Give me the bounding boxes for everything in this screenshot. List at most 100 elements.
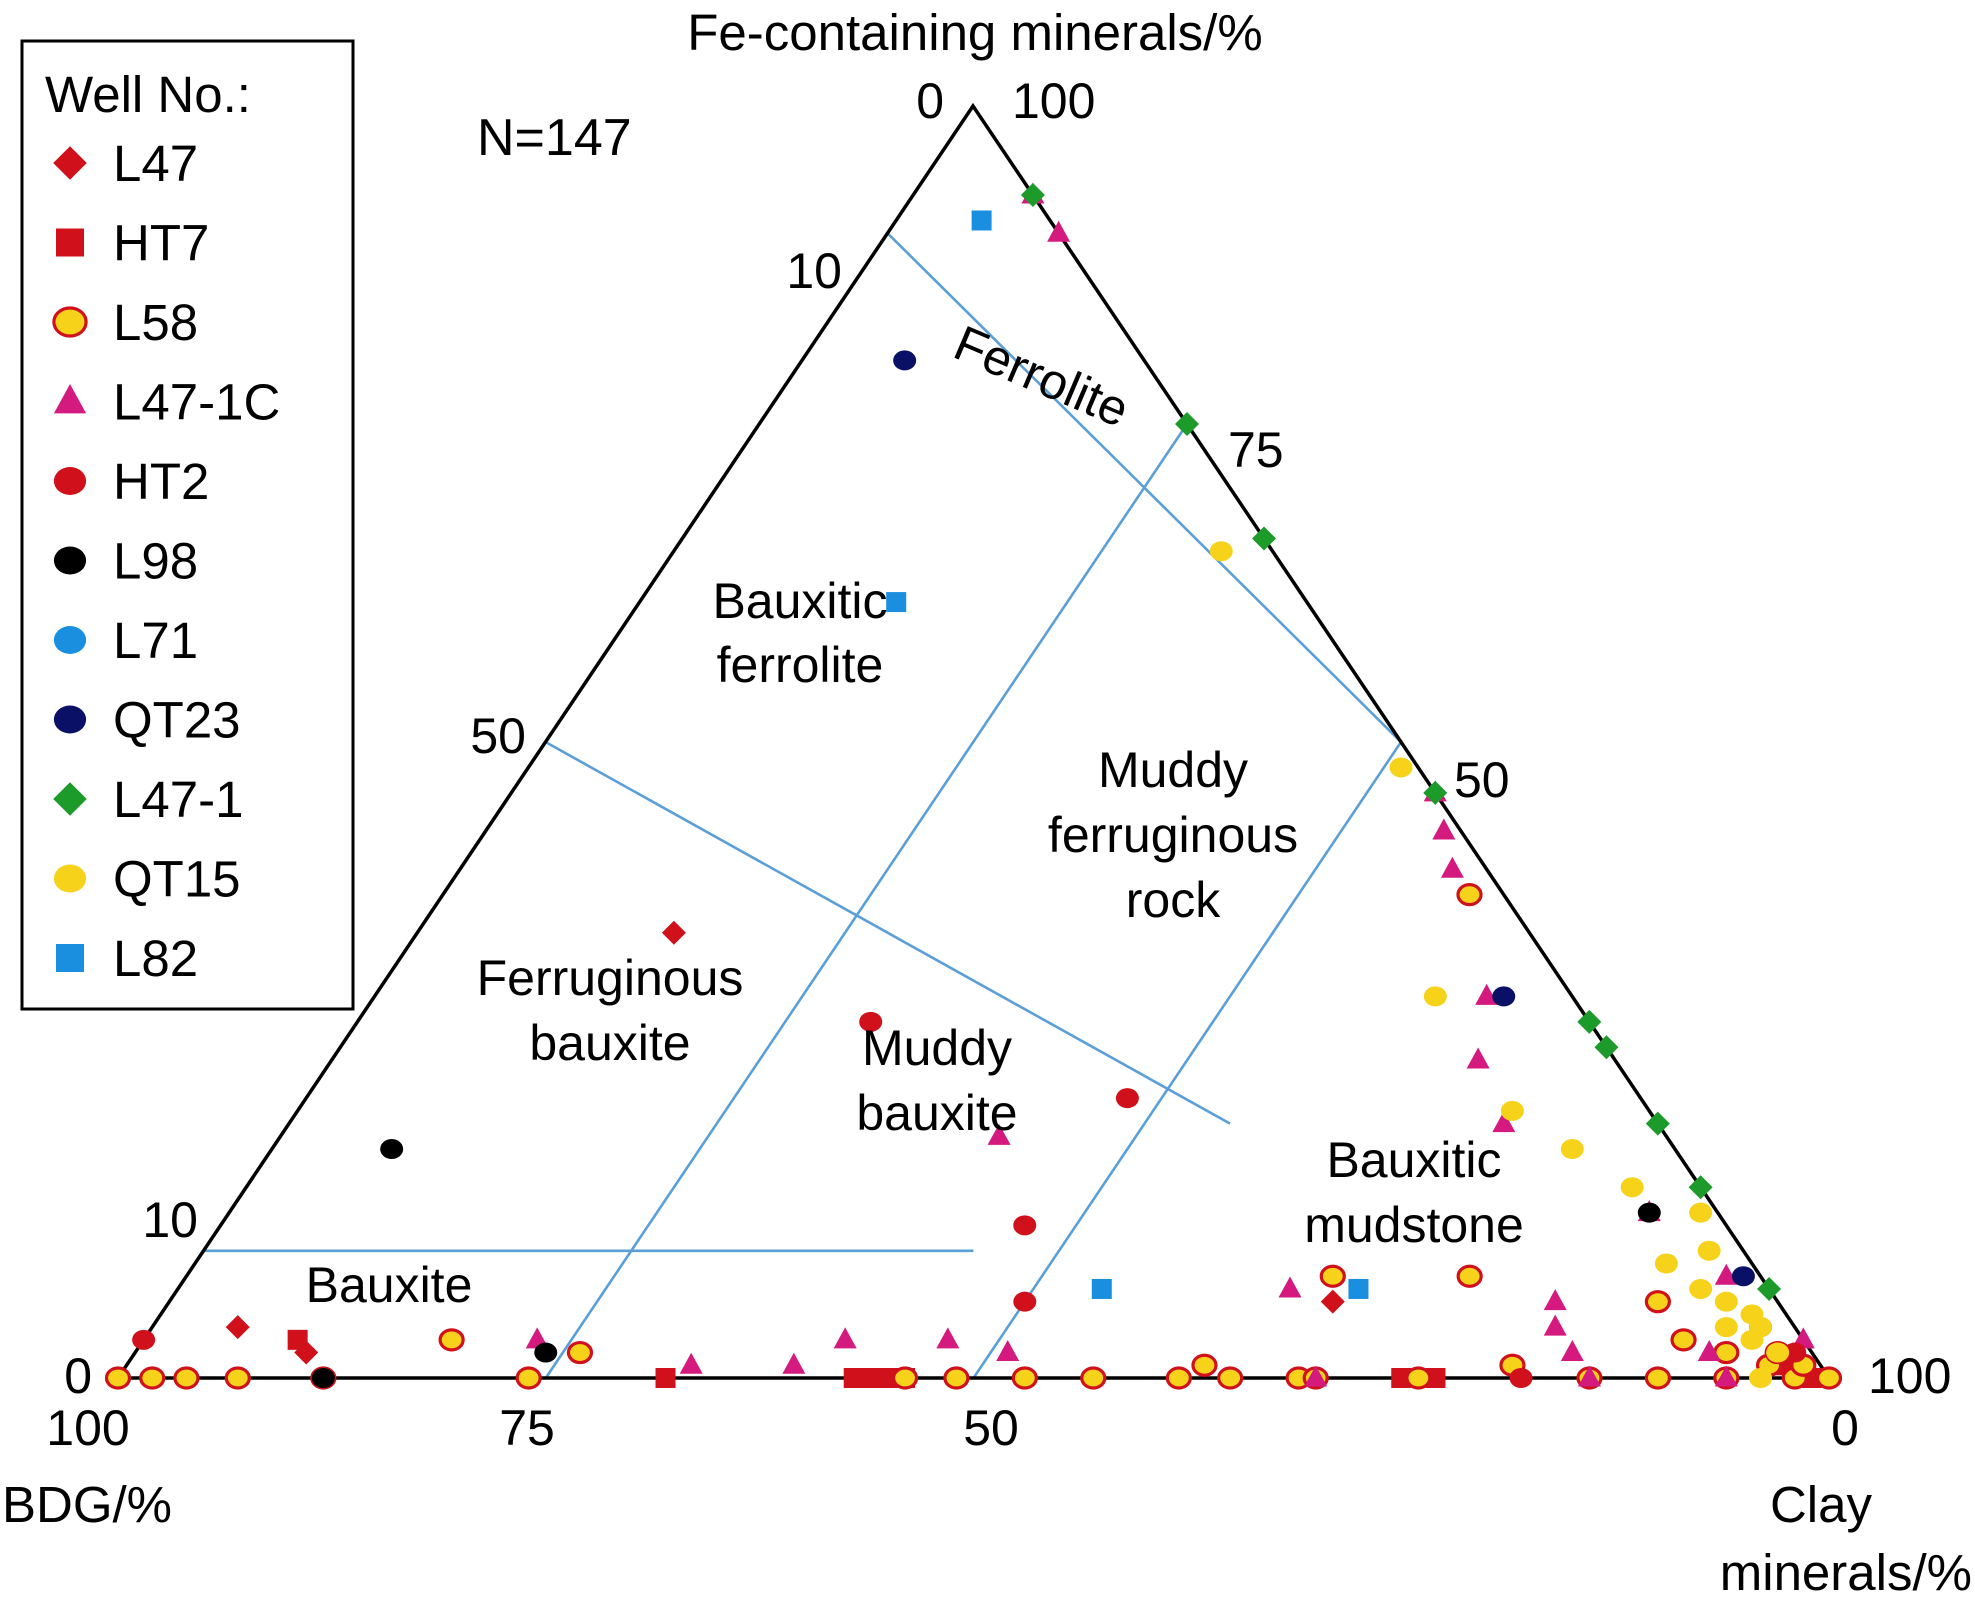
legend-marker-l47-1 [53,782,87,816]
legend-label-l47-1: L47-1 [113,771,243,828]
data-point-l47-1c-19 [1304,1365,1328,1387]
legend-label-l71: L71 [113,612,198,669]
data-point-ht2-4 [1013,1215,1037,1236]
tick-right-100: 100 [1868,1348,1951,1404]
data-point-qt15-14 [1714,1317,1738,1338]
data-point-l47-1c-21 [1577,1365,1601,1387]
region-label-muddy-ferruginous-rock: Muddy ferruginous rock [1048,742,1298,928]
legend-label-l82: L82 [113,930,198,987]
data-point-ht2-5 [1013,1291,1037,1312]
legend-entries: L47 HT7 L58 L47-1C HT2 L98 L71 QT23 L47-1 QT15 L82 [52,135,280,987]
legend-label-qt23: QT23 [113,692,241,749]
data-point-qt15-3 [1423,986,1447,1007]
legend-title: Well No.: [45,66,251,123]
left-axis-title: BDG/% [2,1476,172,1533]
tick-bottom-0: 0 [1831,1400,1859,1456]
legend-marker-l98 [53,546,87,575]
data-point-qt15-4 [1500,1100,1524,1121]
legend-marker-l47-1c [53,384,87,414]
data-point-qt23-1 [893,350,917,371]
data-point-l47-1c-25 [1714,1263,1738,1285]
data-point-l58-9 [891,1366,919,1390]
legend-label-ht2: HT2 [113,453,209,510]
data-point-l47-1-2 [1175,412,1199,436]
tick-right-50: 50 [1454,752,1510,808]
data-point-l47-1-9 [1757,1276,1782,1301]
data-point-l58-6 [438,1328,465,1352]
data-point-l47-1c-11 [1543,1289,1567,1311]
tick-left-50: 50 [470,708,526,764]
boundary-line-5 [972,741,1403,1379]
data-point-qt23-3 [1731,1266,1755,1287]
data-point-qt15-15 [1740,1329,1764,1350]
tick-labels: 0 100 10 50 10 0 75 50 100 100 75 50 0 [46,73,1951,1456]
data-point-l98-4 [1637,1202,1661,1223]
data-point-l58-30 [1644,1290,1671,1314]
data-point-ht7-2 [655,1368,676,1388]
data-point-l47-1c-10 [1278,1276,1302,1298]
data-point-l47-1c-6 [1475,983,1499,1005]
boundary-line-2 [544,740,1231,1125]
data-point-ht7-3 [843,1368,864,1388]
data-point-qt15-10 [1689,1278,1713,1299]
data-point-l47-1-3 [1252,526,1277,551]
data-point-ht2-2 [859,1011,883,1032]
data-point-l47-1c-14 [833,1327,857,1349]
region-label-bauxitic-ferrolite: Bauxitic ferrolite [712,573,887,693]
data-point-l58-7 [515,1366,542,1390]
data-point-qt15-11 [1714,1291,1738,1312]
tick-right-75: 75 [1228,422,1284,478]
region-label-bauxite: Bauxite [306,1257,473,1313]
tick-left-0: 0 [64,1348,92,1404]
legend-marker-qt15 [53,864,87,893]
data-point-l47-1c-17 [679,1352,703,1374]
data-point-ht7-8 [1425,1368,1446,1388]
data-point-ht2-8 [1783,1342,1807,1363]
data-point-l47-3 [661,920,686,945]
data-point-qt15-7 [1689,1202,1713,1223]
data-point-l47-1-7 [1645,1111,1670,1136]
legend-marker-ht7 [56,228,84,257]
tick-left-10: 10 [786,243,842,299]
data-point-l58-11 [1011,1366,1038,1390]
data-point-l47-1c-12 [1543,1314,1567,1336]
data-point-l47-1-5 [1577,1009,1602,1034]
data-point-l58-3 [173,1366,200,1390]
data-point-l58-1 [104,1366,132,1390]
tick-bottom-100: 100 [46,1400,129,1456]
tick-top-0: 0 [916,73,944,129]
data-point-l47-1-6 [1594,1035,1619,1060]
data-point-l82-2 [886,592,907,613]
data-point-l58-21 [1644,1366,1672,1390]
data-point-l58-18 [1405,1366,1432,1390]
legend-label-l98: L98 [113,533,198,590]
data-point-l82-3 [1091,1278,1112,1299]
tick-bottom-50: 50 [963,1400,1019,1456]
region-label-ferrolite: Ferrolite [946,315,1137,438]
tick-bottom-75: 75 [499,1400,555,1456]
legend-marker-ht2 [53,467,87,495]
data-point-l98-3 [534,1342,558,1363]
data-points [104,182,1843,1390]
data-point-l58-31 [1670,1328,1697,1352]
data-point-l98-1 [311,1368,335,1388]
tick-left-10-lower: 10 [142,1192,198,1248]
data-point-l58-28 [1319,1264,1346,1288]
data-point-l98-2 [380,1139,404,1160]
data-point-l47-1c-18 [782,1352,806,1374]
data-point-l58-27 [1456,883,1483,907]
top-axis-title: Fe-containing minerals/% [687,4,1262,61]
region-labels: Ferrolite Bauxitic ferrolite Muddy ferrugi… [306,315,1524,1313]
data-point-ht7-5 [877,1368,898,1388]
data-point-l58-12 [1080,1366,1107,1390]
legend-marker-qt23 [53,705,87,734]
region-label-bauxitic-mudstone: Bauxitic mudstone [1304,1132,1524,1253]
data-point-l58-14 [1191,1353,1218,1377]
data-point-l47-1-8 [1688,1175,1713,1200]
data-point-l58-13 [1165,1366,1192,1390]
region-boundaries [203,232,1403,1379]
data-point-l47-1c-9 [987,1123,1011,1145]
data-point-qt15-16 [1749,1368,1773,1388]
ternary-frame [114,102,1833,1380]
